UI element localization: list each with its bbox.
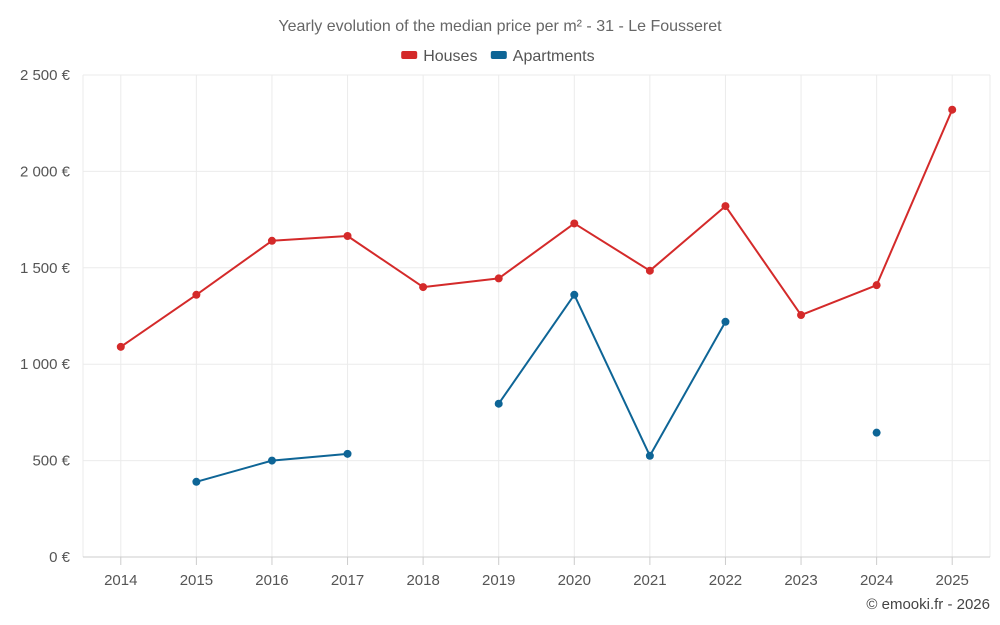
x-tick-label: 2017 <box>331 572 364 589</box>
x-tick-label: 2025 <box>936 572 969 589</box>
data-point-houses[interactable] <box>494 274 503 283</box>
y-tick-label: 500 € <box>32 453 70 470</box>
series-line-houses <box>120 109 954 348</box>
series-group <box>116 105 957 486</box>
data-point-houses[interactable] <box>192 290 201 299</box>
axes: 0 € 500 € 1 000 € 1 500 € 2 000 € 2 500 € 2014… <box>20 67 990 589</box>
x-tick-label: 2022 <box>709 572 742 589</box>
x-tick-label: 2020 <box>558 572 591 589</box>
legend-item-apartments[interactable]: Apartments <box>490 48 595 65</box>
data-point-apartments[interactable] <box>570 290 579 299</box>
data-point-houses[interactable] <box>116 342 125 351</box>
series-line-apartments <box>497 293 727 457</box>
x-tick-label: 2015 <box>180 572 213 589</box>
data-point-apartments[interactable] <box>267 456 276 465</box>
data-point-apartments[interactable] <box>872 428 881 437</box>
data-point-houses[interactable] <box>721 202 730 211</box>
legend-swatch <box>490 51 507 59</box>
chart-title: Yearly evolution of the median price per… <box>278 18 722 35</box>
data-point-houses[interactable] <box>570 219 579 228</box>
data-point-houses[interactable] <box>343 231 352 240</box>
y-tick-label: 2 500 € <box>20 67 71 84</box>
x-tick-label: 2016 <box>255 572 288 589</box>
x-tick-label: 2024 <box>860 572 893 589</box>
y-tick-label: 1 500 € <box>20 260 71 277</box>
data-point-apartments[interactable] <box>645 451 654 460</box>
data-point-houses[interactable] <box>797 311 806 320</box>
data-point-apartments[interactable] <box>494 399 503 408</box>
grid <box>82 74 991 557</box>
data-point-apartments[interactable] <box>721 317 730 326</box>
data-point-houses[interactable] <box>872 281 881 290</box>
data-point-apartments[interactable] <box>343 449 352 458</box>
credit-text: © emooki.fr - 2026 <box>866 596 990 613</box>
series-houses <box>116 105 957 351</box>
y-tick-label: 0 € <box>49 549 71 566</box>
x-tick-label: 2014 <box>104 572 137 589</box>
y-tick-label: 2 000 € <box>20 163 71 180</box>
legend-swatch <box>401 51 418 59</box>
legend-label: Houses <box>423 48 477 65</box>
legend: Houses Apartments <box>401 48 595 65</box>
data-point-houses[interactable] <box>645 266 654 275</box>
data-point-apartments[interactable] <box>192 477 201 486</box>
data-point-houses[interactable] <box>267 236 276 245</box>
x-tick-label: 2019 <box>482 572 515 589</box>
series-apartments <box>192 290 881 486</box>
legend-item-houses[interactable]: Houses <box>401 48 477 65</box>
data-point-houses[interactable] <box>419 283 428 292</box>
x-tick-label: 2018 <box>406 572 439 589</box>
data-point-houses[interactable] <box>948 105 957 114</box>
legend-label: Apartments <box>513 48 595 65</box>
x-tick-label: 2023 <box>784 572 817 589</box>
x-tick-label: 2021 <box>633 572 666 589</box>
y-tick-label: 1 000 € <box>20 356 71 373</box>
